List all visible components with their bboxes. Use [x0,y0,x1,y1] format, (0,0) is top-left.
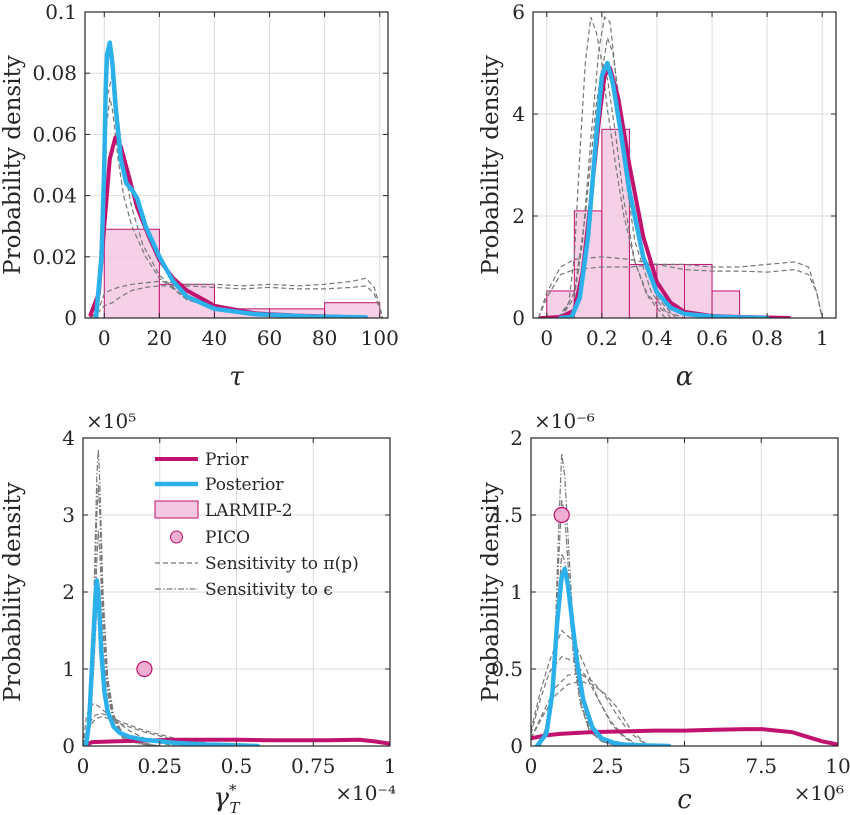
posterior-line [558,60,770,318]
x-tick-label: 0.2 [586,326,618,350]
y-tick-label: 6 [512,0,525,24]
legend-label-larmip: LARMIP-2 [205,501,293,521]
posterior-line [534,566,672,746]
x-axis-label: c [677,785,692,815]
y-tick-label: 0.06 [32,122,77,146]
x-tick-label: 60 [257,326,282,350]
panel-alpha: 0 0.2 0.4 0.6 0.8 1 0 2 4 6 Probability density α [478,0,837,392]
y-tick-label: 0.02 [32,245,77,269]
x-tick-label: 5 [678,754,691,778]
pico-marker [136,660,153,678]
y-tick-label: 2 [512,204,525,228]
legend-pico-swatch [170,530,183,544]
plot-area [531,453,838,746]
axes-box [84,11,389,319]
x-tick-label: 0 [525,754,538,778]
plot-area [83,449,390,746]
sensitivity-p-line [531,680,649,746]
x-tick-label: 2.5 [592,754,624,778]
x-tick-label: 100 [361,326,399,350]
x-tick-label: 0.8 [751,326,783,350]
larmip-histogram-bar [684,263,713,318]
y-tick-label: 1 [62,657,75,681]
posterior-line [83,578,261,746]
x-multiplier: ×10⁶ [794,781,844,805]
x-axis-label: α [676,362,694,392]
y-tick-label: 2 [510,426,523,450]
y-multiplier: ×10⁻⁶ [534,409,595,433]
x-axis-label: τ [229,362,244,392]
x-tick-label: 0.6 [696,326,728,350]
y-tick-label: 0 [512,306,525,330]
y-tick-label: 0 [64,306,77,330]
prior-line [531,727,838,746]
x-tick-label: 0 [77,754,90,778]
y-tick-label: 0 [510,734,523,758]
larmip-histogram-bar [601,128,630,318]
x-tick-label: 10 [825,754,850,778]
y-multiplier: ×10⁵ [86,409,136,433]
legend-larmip-swatch [154,500,199,519]
legend-label-sens_p: Sensitivity to π(p) [205,554,359,574]
sensitivity-p-line [90,285,384,318]
sensitivity-p-line [560,15,672,318]
x-tick-label: 0.25 [137,754,182,778]
larmip-histogram-bar [711,290,741,318]
x-tick-label: 0.4 [641,326,673,350]
sensitivity-p-line [83,713,237,746]
legend: Prior Posterior LARMIP-2 PICO Sensitivity to… [154,450,359,600]
sensitivity-p-line [559,66,666,318]
x-tick-label: 0.75 [291,754,336,778]
panel-tau: 0 20 40 60 80 100 0 0.02 0.04 0.06 0.08 0.1 Probabil… [0,0,399,392]
x-tick-label: 80 [312,326,337,350]
y-tick-label: 4 [62,426,75,450]
y-tick-label: 4 [512,102,525,126]
prior-line [83,737,390,746]
pico-marker [553,506,570,524]
legend-label-posterior: Posterior [205,475,284,495]
panel-gamma: 0 0.25 0.5 0.75 1 0 1 2 3 4 Probability density γ* T… [0,409,396,815]
y-tick-label: 0.04 [32,184,77,208]
y-axis-label: Probability density [0,482,26,702]
legend-label-pico: PICO [205,528,250,548]
y-tick-label: 3 [62,503,75,527]
legend-label-prior: Prior [205,450,249,470]
y-tick-label: 1 [510,580,523,604]
x-tick-label: 20 [147,326,172,350]
y-axis-label: Probability density [0,55,26,275]
x-axis-label: γ* T [213,781,240,815]
y-tick-label: 0 [62,734,75,758]
x-tick-label: 1 [816,326,829,350]
y-axis-label: Probability density [478,55,504,275]
x-tick-label: 7.5 [745,754,777,778]
y-tick-label: 1.5 [491,503,523,527]
plot-area [88,40,384,318]
posterior-line [93,40,369,318]
x-tick-label: 1 [384,754,397,778]
plot-area [537,15,823,318]
x-tick-label: 0.5 [221,754,253,778]
legend-label-sens_eps: Sensitivity to ϵ [205,580,333,600]
x-tick-label: 0 [540,326,553,350]
panel-c: 0 2.5 5 7.5 10 0 0.5 1 1.5 2 Probability density c ×… [478,409,850,815]
x-multiplier: ×10⁻⁴ [335,781,396,805]
y-tick-label: 0.1 [45,0,77,24]
y-tick-label: 2 [62,580,75,604]
x-tick-label: 40 [202,326,227,350]
y-tick-label: 0.5 [491,657,523,681]
sensitivity-eps-line [539,553,618,746]
y-tick-label: 0.08 [32,61,77,85]
axes-box [532,11,837,319]
y-axis-label: Probability density [478,482,504,702]
x-tick-label: 0 [98,326,111,350]
sensitivity-p-line [90,277,384,318]
